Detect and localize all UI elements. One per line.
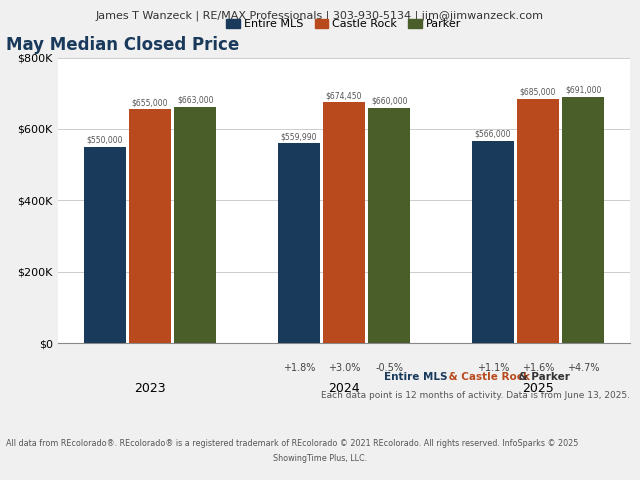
Text: ShowingTime Plus, LLC.: ShowingTime Plus, LLC. (273, 454, 367, 463)
Text: $691,000: $691,000 (565, 85, 602, 95)
Text: All data from REcolorado®. REcolorado® is a registered trademark of REcolorado ©: All data from REcolorado®. REcolorado® i… (6, 439, 579, 448)
Text: $566,000: $566,000 (474, 130, 511, 139)
Bar (84, 147, 125, 343)
Text: $550,000: $550,000 (86, 136, 123, 144)
Text: Each data point is 12 months of activity. Data is from June 13, 2025.: Each data point is 12 months of activity… (321, 391, 630, 400)
Text: & Parker: & Parker (515, 372, 570, 382)
Bar (278, 144, 320, 343)
Bar (174, 107, 216, 343)
Bar (323, 102, 365, 343)
Text: +1.8%: +1.8% (282, 363, 315, 373)
Legend: Entire MLS, Castle Rock, Parker: Entire MLS, Castle Rock, Parker (222, 14, 466, 34)
Text: $674,450: $674,450 (326, 91, 362, 100)
Text: & Castle Rock: & Castle Rock (445, 372, 530, 382)
Bar (517, 99, 559, 343)
Bar (368, 108, 410, 343)
Text: May Median Closed Price: May Median Closed Price (6, 36, 239, 54)
Bar (472, 141, 514, 343)
Text: -0.5%: -0.5% (375, 363, 403, 373)
Text: $655,000: $655,000 (132, 98, 168, 107)
Bar (129, 109, 171, 343)
Text: +4.7%: +4.7% (567, 363, 600, 373)
Text: Entire MLS: Entire MLS (384, 372, 447, 382)
Text: $685,000: $685,000 (520, 87, 556, 96)
Text: +3.0%: +3.0% (328, 363, 360, 373)
Text: James T Wanzeck | RE/MAX Professionals | 303-930-5134 | jim@jimwanzeck.com: James T Wanzeck | RE/MAX Professionals |… (96, 11, 544, 21)
Text: $663,000: $663,000 (177, 96, 214, 104)
Text: $660,000: $660,000 (371, 96, 408, 106)
Text: +1.6%: +1.6% (522, 363, 554, 373)
Text: +1.1%: +1.1% (477, 363, 509, 373)
Bar (563, 96, 604, 343)
Text: $559,990: $559,990 (280, 132, 317, 141)
